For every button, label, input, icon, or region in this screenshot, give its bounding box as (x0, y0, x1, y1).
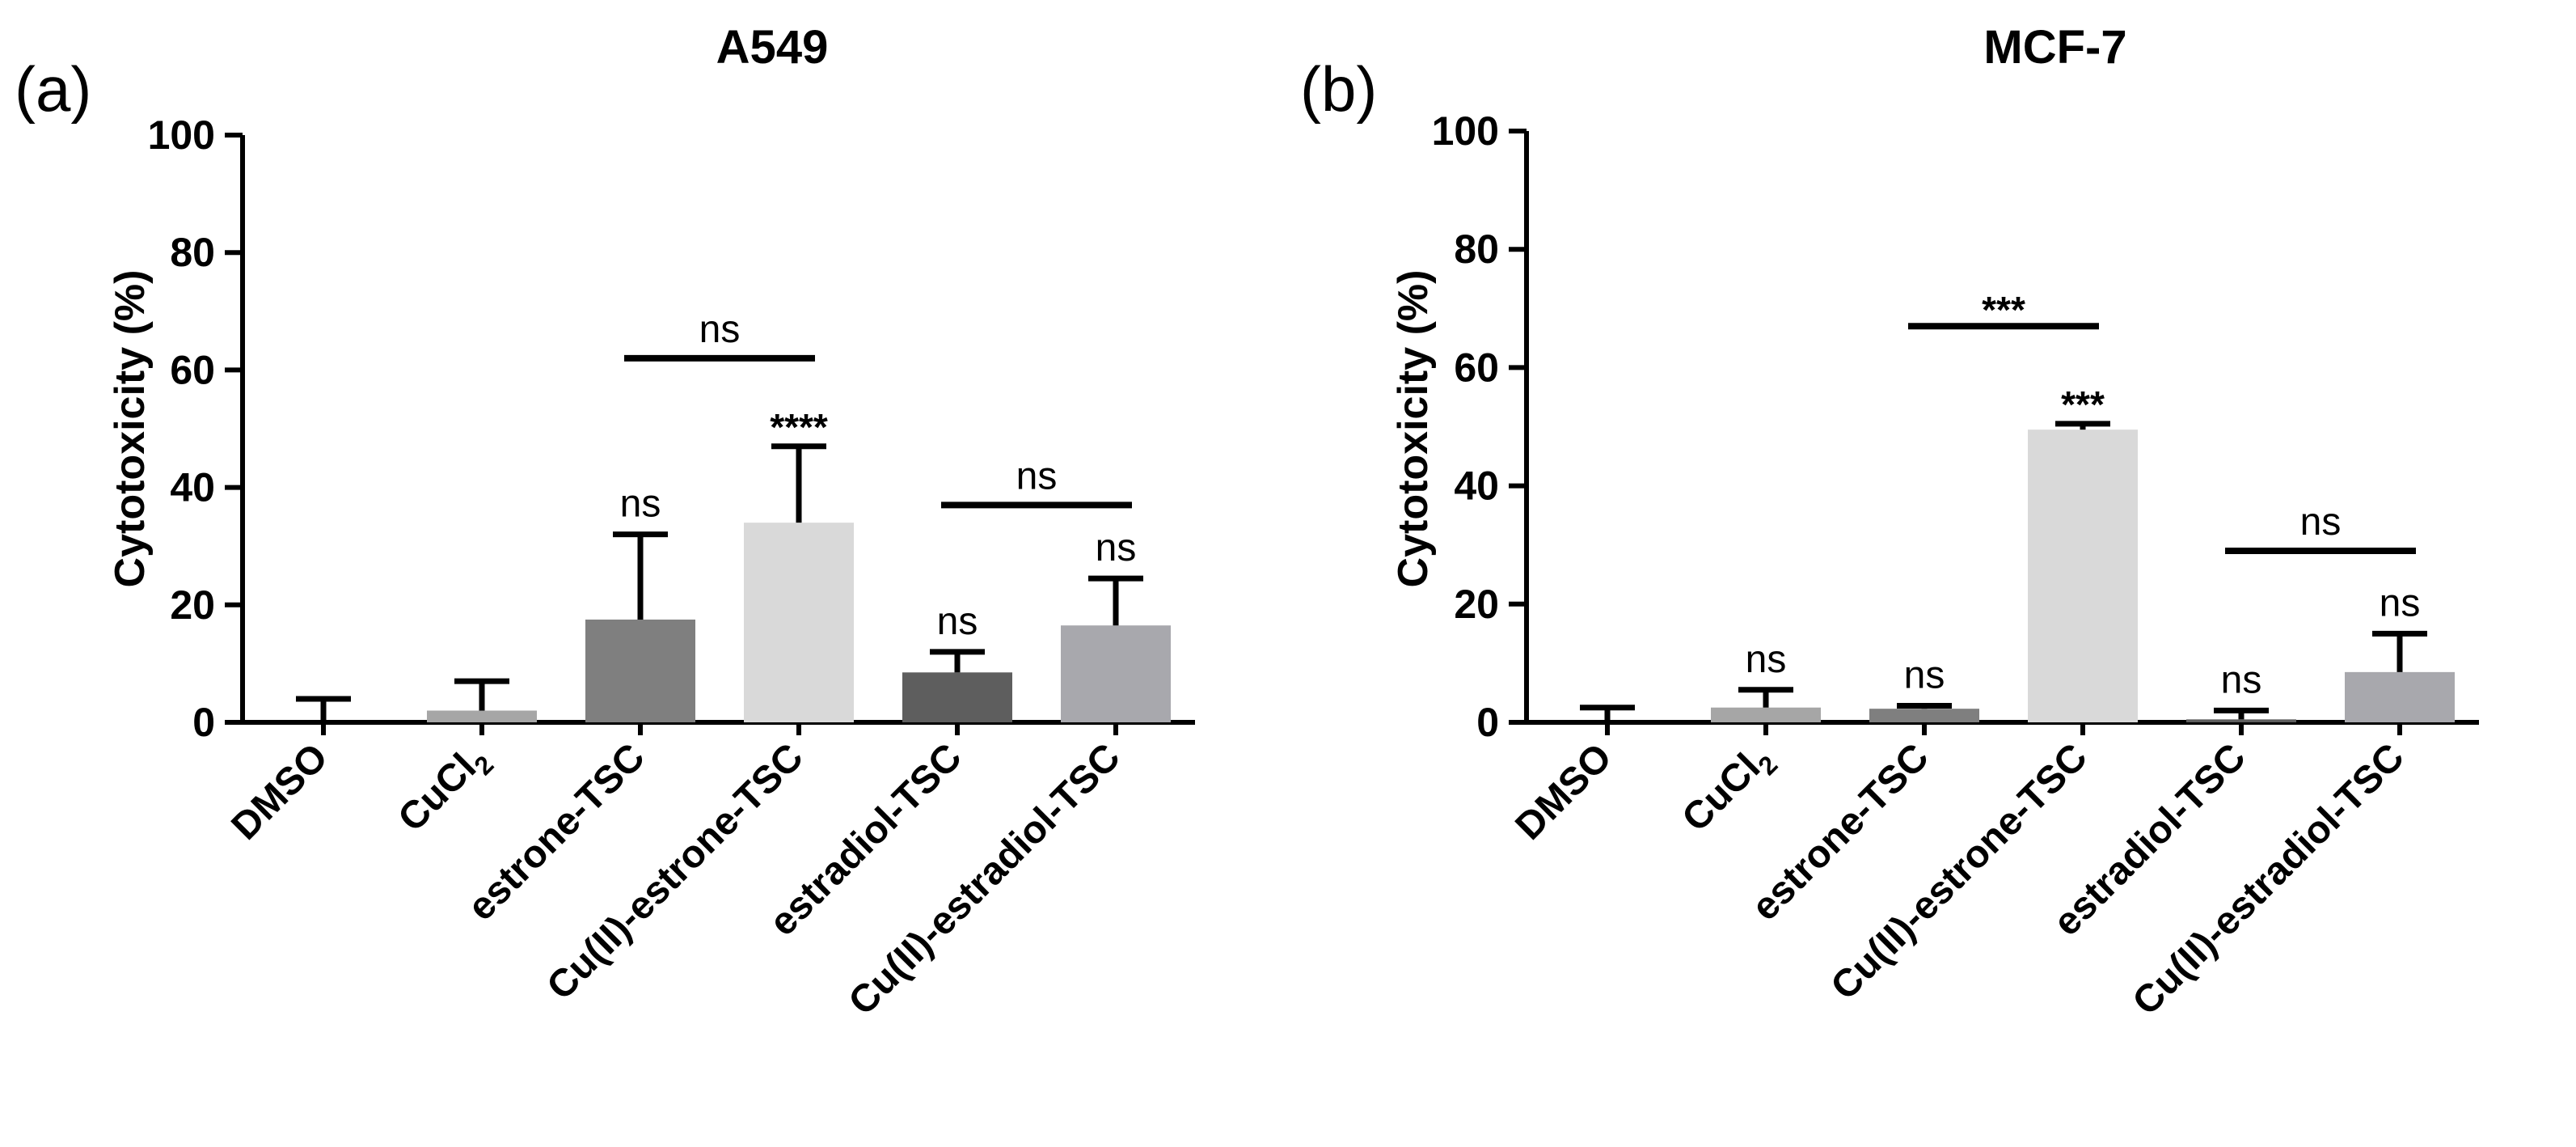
comparison-label: *** (1982, 289, 2025, 331)
comparison-label: ns (699, 308, 741, 351)
y-tick-label: 100 (148, 112, 215, 158)
y-tick-label: 0 (192, 700, 215, 745)
comparison-label: ns (2300, 501, 2342, 544)
y-axis-label-b: Cytotoxicity (%) (1390, 270, 1437, 588)
x-tick-label: CuCl2 (1674, 735, 1784, 844)
panel-a: (a) A549 Cytotoxicity (%) 0 20 40 60 80 100 DM… (15, 21, 1195, 1023)
y-tick-label: 80 (170, 230, 215, 275)
y-axis-label-a: Cytotoxicity (%) (107, 270, 154, 588)
significance-label: ns (620, 483, 661, 526)
significance-label: ns (937, 600, 978, 643)
bar (1869, 709, 1979, 722)
significance-label: ns (1746, 638, 1787, 681)
y-tick-label: 80 (1454, 226, 1499, 272)
y-tick-label: 20 (170, 582, 215, 628)
bar (2028, 430, 2138, 722)
x-tick-label: Cu(II)-estrone-TSC (538, 735, 811, 1008)
bar (2186, 719, 2296, 722)
y-tick-label: 60 (170, 347, 215, 392)
bar (1711, 707, 1821, 722)
y-tick-label: 60 (1454, 345, 1499, 390)
significance-label: ns (2221, 658, 2262, 701)
y-tick-label: 40 (1454, 463, 1499, 509)
bar (427, 710, 537, 722)
x-tick-label: CuCl2 (391, 735, 500, 844)
y-tick-label: 40 (170, 465, 215, 510)
bar (2345, 671, 2455, 722)
bar (744, 523, 854, 722)
x-tick-label: Cu(II)-estradiol-TSC (841, 735, 1129, 1023)
panel-b: (b) MCF-7 Cytotoxicity (%) 0 20 40 60 80 100 D… (1300, 21, 2479, 1023)
significance-label: ns (2380, 582, 2421, 624)
y-tick-label: 0 (1476, 700, 1499, 745)
bar (902, 672, 1012, 722)
y-tick-label: 100 (1432, 108, 1499, 154)
significance-label: **** (770, 406, 828, 448)
panel-label-a: (a) (15, 53, 91, 125)
x-tick-label: DMSO (1507, 735, 1620, 848)
panel-label-b: (b) (1300, 53, 1377, 125)
bar (1061, 625, 1171, 722)
significance-label: ns (1904, 654, 1945, 697)
significance-label: ns (1096, 527, 1137, 569)
x-tick-label: Cu(II)-estradiol-TSC (2125, 735, 2413, 1023)
significance-label: *** (2061, 383, 2105, 425)
x-tick-label: DMSO (223, 735, 336, 848)
chart-title-a: A549 (716, 21, 829, 74)
chart-title-b: MCF-7 (1983, 21, 2126, 74)
y-tick-label: 20 (1454, 582, 1499, 627)
bar (585, 619, 695, 722)
comparison-label: ns (1016, 455, 1058, 497)
x-tick-label: Cu(II)-estrone-TSC (1822, 735, 2095, 1008)
